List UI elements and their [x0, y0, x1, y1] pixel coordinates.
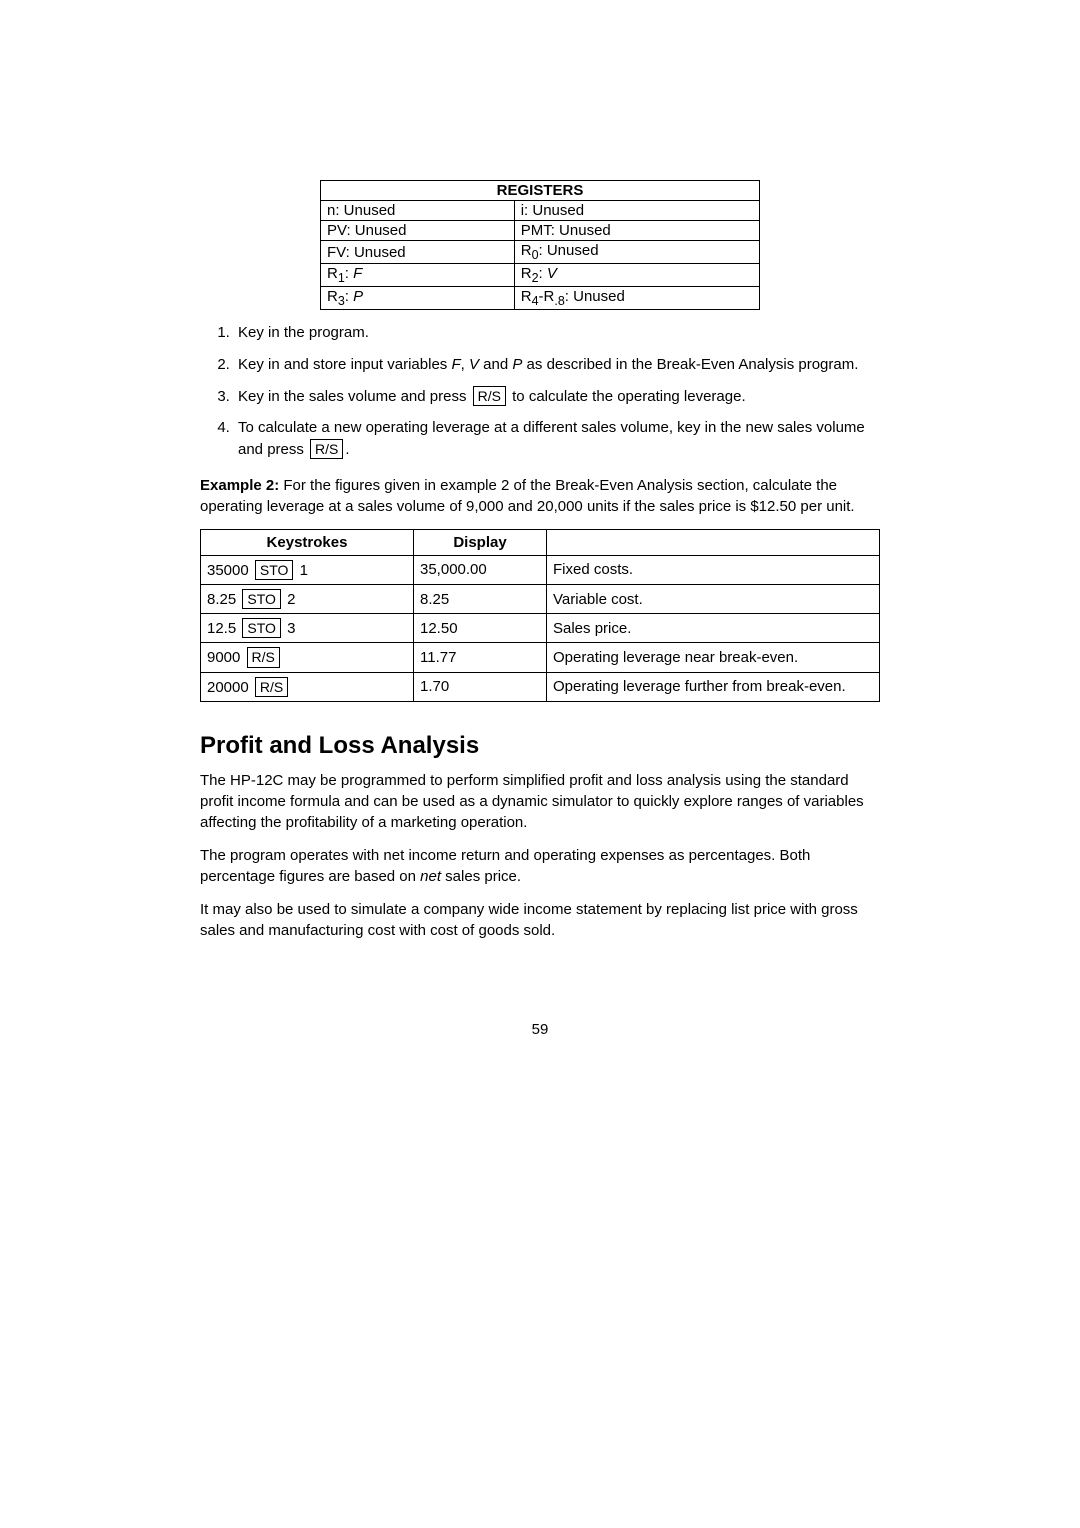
reg-cell: R4-R.8: Unused — [514, 287, 759, 310]
step-item: Key in the program. — [234, 322, 880, 344]
ks-key: 20000 R/S — [201, 672, 414, 701]
ks-display: 35,000.00 — [414, 555, 547, 584]
ks-display: 12.50 — [414, 614, 547, 643]
example-label: Example 2: — [200, 477, 279, 494]
ks-desc: Operating leverage near break-even. — [547, 643, 880, 672]
reg-cell: n: Unused — [321, 201, 515, 221]
ks-desc: Sales price. — [547, 614, 880, 643]
ks-desc: Variable cost. — [547, 584, 880, 613]
ks-desc: Fixed costs. — [547, 555, 880, 584]
section-p2: The program operates with net income ret… — [200, 845, 880, 887]
section-title: Profit and Loss Analysis — [200, 732, 880, 760]
steps-list: Key in the program. Key in and store inp… — [200, 322, 880, 461]
reg-cell: R0: Unused — [514, 241, 759, 264]
example-paragraph: Example 2: For the figures given in exam… — [200, 475, 880, 517]
section-p1: The HP-12C may be programmed to perform … — [200, 770, 880, 833]
page-number: 59 — [200, 1021, 880, 1038]
ks-header: Keystrokes — [201, 529, 414, 555]
ks-key: 35000 STO 1 — [201, 555, 414, 584]
step-item: Key in the sales volume and press R/S to… — [234, 386, 880, 408]
registers-table: REGISTERS n: Unusedi: Unused PV: UnusedP… — [320, 180, 760, 310]
ks-key: 12.5 STO 3 — [201, 614, 414, 643]
reg-cell: R2: V — [514, 264, 759, 287]
reg-cell: R3: P — [321, 287, 515, 310]
ks-key: 8.25 STO 2 — [201, 584, 414, 613]
ks-header: Display — [414, 529, 547, 555]
example-text: For the figures given in example 2 of th… — [200, 477, 855, 515]
reg-cell: i: Unused — [514, 201, 759, 221]
ks-display: 11.77 — [414, 643, 547, 672]
ks-display: 8.25 — [414, 584, 547, 613]
ks-key: 9000 R/S — [201, 643, 414, 672]
registers-header: REGISTERS — [321, 181, 760, 201]
section-p3: It may also be used to simulate a compan… — [200, 899, 880, 941]
reg-cell: PMT: Unused — [514, 221, 759, 241]
reg-cell: R1: F — [321, 264, 515, 287]
step-item: To calculate a new operating leverage at… — [234, 417, 880, 461]
keystrokes-table: Keystrokes Display 35000 STO 1 35,000.00… — [200, 529, 880, 702]
step-item: Key in and store input variables F, V an… — [234, 354, 880, 376]
ks-header — [547, 529, 880, 555]
reg-cell: FV: Unused — [321, 241, 515, 264]
reg-cell: PV: Unused — [321, 221, 515, 241]
ks-desc: Operating leverage further from break-ev… — [547, 672, 880, 701]
ks-display: 1.70 — [414, 672, 547, 701]
